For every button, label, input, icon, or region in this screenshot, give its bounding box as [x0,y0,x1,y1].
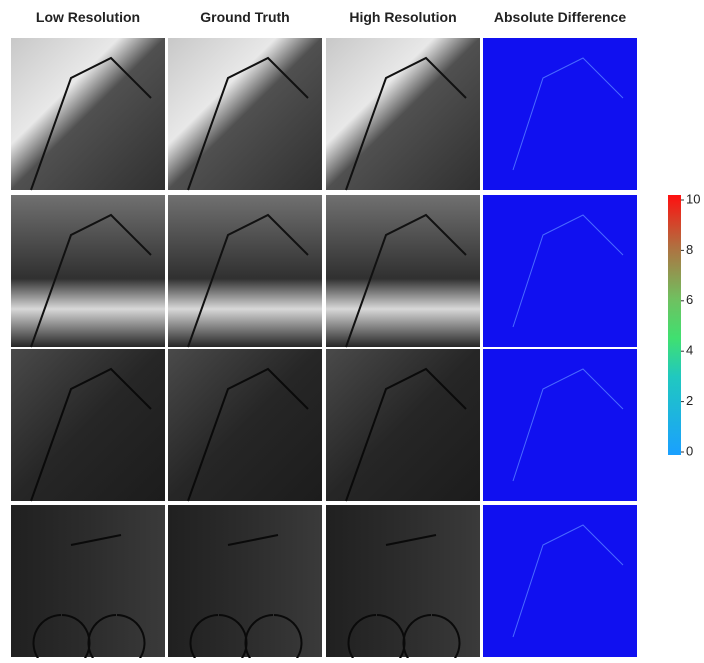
colorbar-tick-label: 8 [686,242,693,257]
column-header: High Resolution [349,9,456,25]
image [168,349,322,501]
image [11,195,165,347]
image [11,349,165,501]
colorbar [668,195,681,455]
image [11,38,165,190]
image [326,349,480,501]
image [168,38,322,190]
colorbar-tick-label: 0 [686,443,693,458]
image [168,195,322,347]
colorbar-tick-label: 6 [686,292,693,307]
column-header: Ground Truth [200,9,289,25]
colorbar-tick-label: 4 [686,343,693,358]
difference-map [483,195,637,347]
column-header: Absolute Difference [494,9,626,25]
colorbar-tick-label: 10 [686,191,700,206]
difference-map [483,38,637,190]
difference-map [483,349,637,501]
column-header: Low Resolution [36,9,140,25]
colorbar-tick-label: 2 [686,393,693,408]
figure: Low Resolution Ground Truth High Resolutio… [0,0,704,658]
difference-map [483,505,637,657]
image [326,38,480,190]
image [326,195,480,347]
